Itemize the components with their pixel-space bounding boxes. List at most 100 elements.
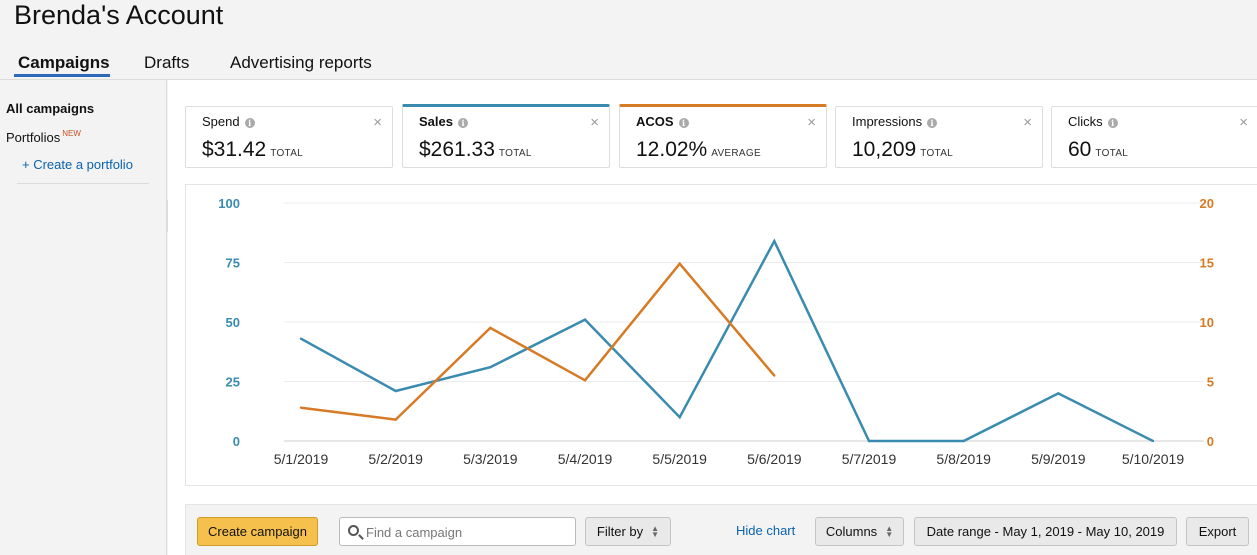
chart-point — [489, 366, 492, 369]
metric-value: 10,209 — [852, 138, 917, 161]
tab-campaigns[interactable]: Campaigns — [18, 53, 110, 72]
sidebar-item-portfolios[interactable]: Portfolios NEW — [6, 129, 81, 145]
hide-chart-link[interactable]: Hide chart — [736, 523, 796, 538]
chart-right-tick-label: 20 — [1200, 196, 1214, 211]
metric-label-text: Spend — [202, 114, 240, 129]
columns-button[interactable]: Columns ▲ ▼ — [815, 517, 904, 546]
chart-x-tick-label: 5/9/2019 — [1031, 451, 1086, 467]
chart-point — [394, 418, 397, 421]
info-icon[interactable]: i — [457, 118, 468, 128]
chart-point — [583, 379, 587, 382]
chart-right-tick-label: 10 — [1200, 315, 1214, 330]
metric-card-sales[interactable]: Sales i × $261.33 TOTAL — [402, 104, 610, 168]
metric-card-acos[interactable]: ACOS i × 12.02% AVERAGE — [619, 104, 827, 168]
chart-x-tick-label: 5/3/2019 — [463, 451, 518, 467]
chart-right-tick-label: 0 — [1207, 434, 1214, 449]
metric-value: 12.02% — [636, 138, 708, 161]
sidebar-divider — [17, 183, 149, 184]
info-icon[interactable]: i — [678, 118, 689, 128]
filter-by-label: Filter by — [596, 524, 644, 539]
chart-point — [773, 374, 776, 377]
chart-x-tick-label: 5/10/2019 — [1122, 451, 1184, 467]
metric-value-row: 12.02% AVERAGE — [636, 138, 761, 162]
info-icon[interactable]: i — [244, 118, 255, 128]
metric-label-text: Impressions — [852, 114, 923, 129]
chart-point — [583, 318, 587, 321]
chart-x-tick-label: 5/1/2019 — [274, 451, 329, 467]
create-campaign-button[interactable]: Create campaign — [197, 517, 318, 546]
close-icon[interactable]: × — [1023, 114, 1032, 131]
chart-point — [678, 416, 681, 419]
chart-left-tick-label: 25 — [226, 375, 240, 390]
info-icon[interactable]: i — [1107, 118, 1118, 128]
active-tab-indicator — [14, 74, 110, 77]
metric-value: $31.42 — [202, 138, 267, 161]
search-box[interactable] — [339, 517, 576, 546]
search-input[interactable] — [366, 522, 566, 542]
search-icon — [348, 525, 359, 536]
metric-unit: TOTAL — [1095, 148, 1129, 159]
metric-value: $261.33 — [419, 138, 495, 161]
chart-point — [1057, 392, 1060, 395]
metric-label-text: ACOS — [636, 114, 674, 129]
close-icon[interactable]: × — [807, 114, 816, 131]
metric-value-row: $261.33 TOTAL — [419, 138, 532, 162]
metric-label-text: Sales — [419, 114, 453, 129]
close-icon[interactable]: × — [590, 114, 599, 131]
metric-value: 60 — [1068, 138, 1092, 161]
columns-label: Columns — [825, 524, 878, 539]
info-icon[interactable]: i — [927, 118, 938, 128]
close-icon[interactable]: × — [373, 114, 382, 131]
sort-arrows-icon: ▲ ▼ — [651, 523, 660, 539]
metric-unit: TOTAL — [270, 148, 304, 159]
chart-x-tick-label: 5/4/2019 — [558, 451, 613, 467]
metric-card-impressions[interactable]: Impressions i × 10,209 TOTAL — [835, 106, 1043, 168]
metric-label: Sales i — [419, 114, 468, 129]
chart-point — [867, 439, 871, 443]
metric-value-row: $31.42 TOTAL — [202, 138, 303, 162]
new-badge: NEW — [62, 129, 81, 138]
tab-drafts[interactable]: Drafts — [144, 53, 190, 72]
chart-point — [773, 239, 776, 243]
chart-right-tick-label: 5 — [1207, 375, 1214, 390]
chart-series-line-1 — [300, 261, 776, 421]
metric-value-row: 10,209 TOTAL — [852, 138, 953, 162]
metric-card-clicks[interactable]: Clicks i × 60 TOTAL — [1051, 106, 1257, 168]
tab-advertising-reports[interactable]: Advertising reports — [230, 53, 372, 72]
sidebar-item-label: Portfolios — [6, 130, 61, 145]
chart-x-tick-label: 5/5/2019 — [652, 451, 707, 467]
chart-right-tick-label: 15 — [1200, 256, 1214, 271]
date-range-button[interactable]: Date range - May 1, 2019 - May 10, 2019 — [914, 517, 1177, 546]
metric-label: Clicks i — [1068, 114, 1118, 129]
metric-card-spend[interactable]: Spend i × $31.42 TOTAL — [185, 106, 393, 168]
page-title: Brenda's Account — [14, 0, 224, 30]
chart-point — [394, 389, 397, 393]
metric-unit: AVERAGE — [711, 148, 761, 159]
sidebar: All campaigns Portfolios NEW + Create a p… — [0, 80, 167, 555]
metric-unit: TOTAL — [920, 148, 954, 159]
chart-x-tick-label: 5/7/2019 — [842, 451, 897, 467]
chart-x-tick-label: 5/8/2019 — [936, 451, 991, 467]
metric-unit: TOTAL — [498, 148, 532, 159]
chart-svg: 0 25 50 75 100 0 5 10 15 20 5/1/2019 5/2/2019 5/3/20… — [218, 196, 1214, 467]
metric-label: Impressions i — [852, 114, 938, 129]
chart-x-tick-label: 5/2/2019 — [368, 451, 423, 467]
chart-point — [962, 439, 965, 443]
metric-value-row: 60 TOTAL — [1068, 138, 1128, 162]
chart-left-tick-label: 75 — [226, 256, 240, 271]
metric-label: Spend i — [202, 114, 255, 129]
main-content: Spend i × $31.42 TOTAL Sales i × $261.33 TOT… — [168, 80, 1257, 555]
chart-point — [299, 406, 303, 409]
filter-by-button[interactable]: Filter by ▲ ▼ — [585, 517, 671, 546]
campaign-toolbar: Create campaign Filter by ▲▼ Hide chart C… — [185, 504, 1257, 555]
metric-label-text: Clicks — [1068, 114, 1103, 129]
close-icon[interactable]: × — [1239, 114, 1248, 131]
chart-point — [1151, 439, 1155, 443]
create-portfolio-link[interactable]: + Create a portfolio — [22, 157, 133, 172]
export-button[interactable]: Export — [1186, 517, 1249, 546]
metric-label: ACOS i — [636, 114, 689, 129]
sidebar-item-all-campaigns[interactable]: All campaigns — [6, 101, 95, 116]
chart-point — [489, 326, 492, 330]
sort-arrows-icon: ▲ ▼ — [885, 523, 894, 539]
